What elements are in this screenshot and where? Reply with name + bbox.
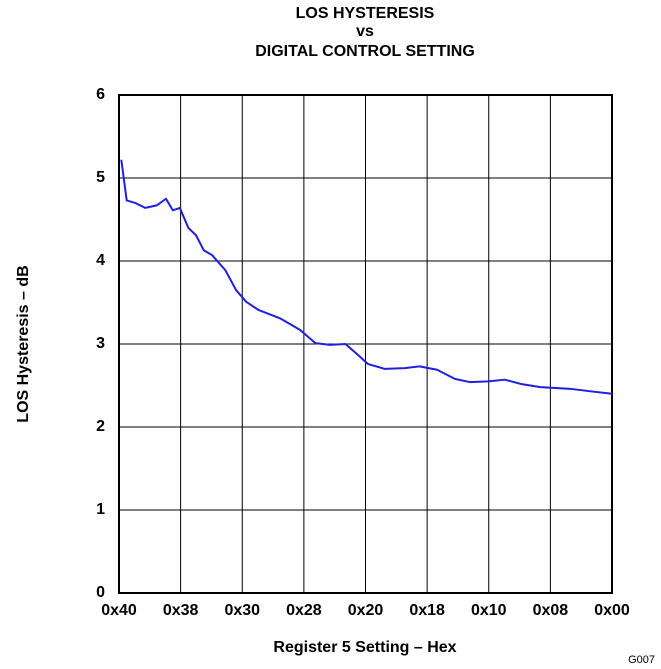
chart-title: vs	[356, 23, 374, 40]
y-tick-label: 5	[96, 169, 105, 186]
x-tick-label: 0x08	[533, 602, 569, 619]
chart-title: LOS HYSTERESIS	[296, 5, 435, 22]
x-tick-label: 0x00	[594, 602, 630, 619]
y-tick-label: 4	[96, 252, 105, 269]
y-axis-label: LOS Hysteresis – dB	[15, 265, 32, 422]
x-axis-label: Register 5 Setting – Hex	[273, 639, 456, 656]
x-tick-label: 0x30	[224, 602, 260, 619]
x-tick-label: 0x40	[101, 602, 137, 619]
y-tick-label: 6	[96, 86, 105, 103]
chart-title: DIGITAL CONTROL SETTING	[255, 43, 475, 60]
x-tick-label: 0x38	[163, 602, 199, 619]
data-line	[120, 159, 613, 395]
x-tick-label: 0x18	[409, 602, 445, 619]
x-tick-label: 0x10	[471, 602, 507, 619]
y-tick-label: 1	[96, 501, 105, 518]
y-tick-label: 0	[96, 584, 105, 601]
y-tick-label: 2	[96, 418, 105, 435]
x-tick-label: 0x20	[348, 602, 384, 619]
x-tick-label: 0x28	[286, 602, 322, 619]
y-tick-label: 3	[96, 335, 105, 352]
figure-code: G007	[628, 654, 655, 666]
